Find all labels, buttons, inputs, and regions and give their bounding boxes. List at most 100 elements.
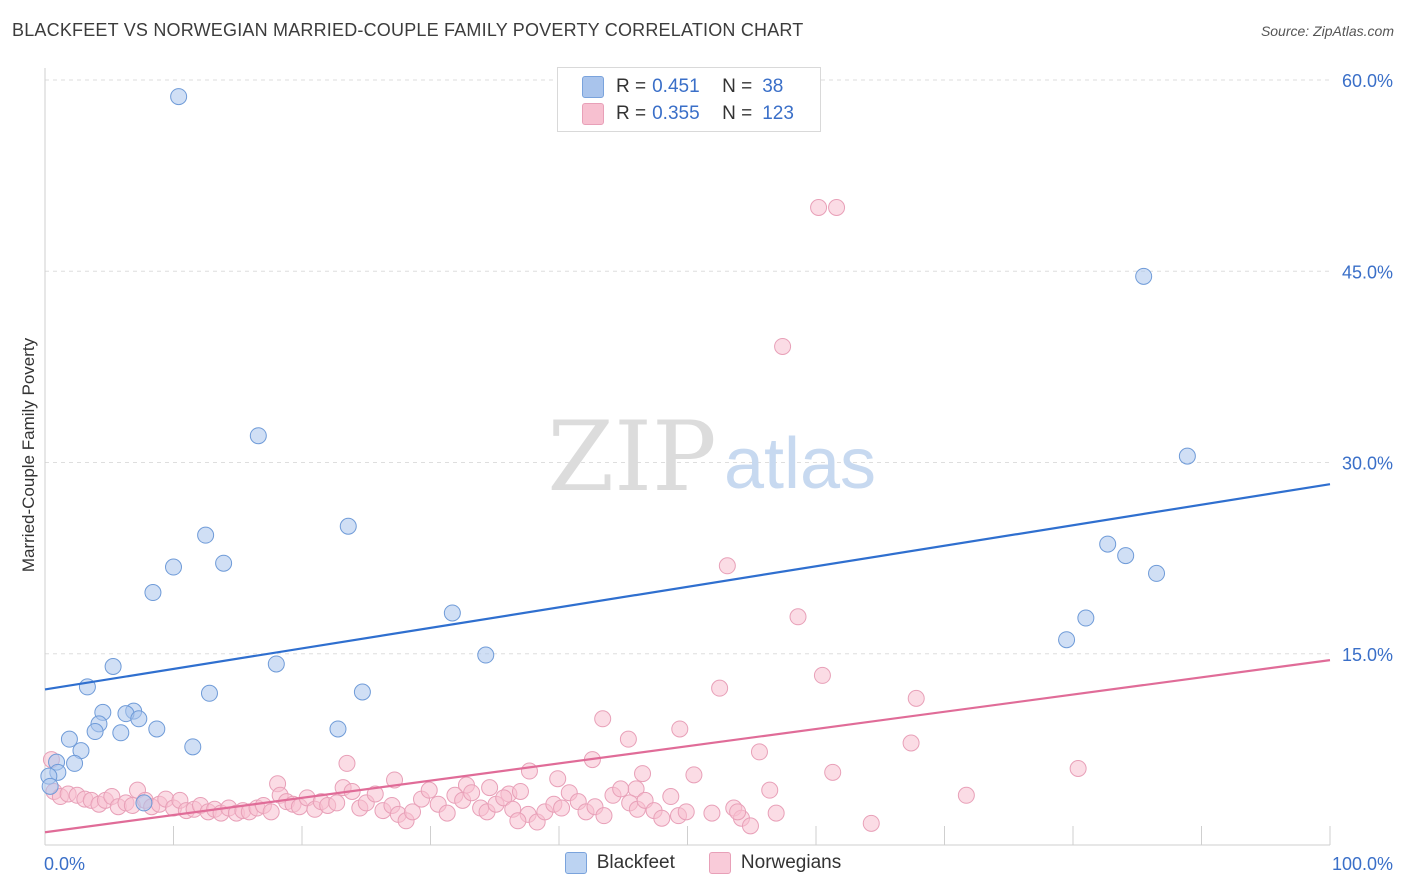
- point-blackfeet: [1099, 535, 1117, 553]
- point-blackfeet: [249, 427, 267, 445]
- legend-swatch-norwegians: [708, 852, 731, 874]
- point-norwegians: [549, 770, 567, 788]
- legend-r-value: 0.355: [652, 103, 700, 124]
- series-legend: Blackfeet Norwegians: [0, 852, 1406, 874]
- grid-lines: [45, 79, 1330, 655]
- point-norwegians: [553, 799, 571, 817]
- point-blackfeet: [339, 517, 357, 535]
- y-axis-label: Married-Couple Family Poverty: [19, 337, 38, 572]
- point-blackfeet: [200, 684, 218, 702]
- point-norwegians: [662, 788, 680, 806]
- legend-n-value: 123: [762, 103, 794, 124]
- point-blackfeet: [1058, 631, 1076, 649]
- legend-swatch-blackfeet: [564, 852, 587, 874]
- trend-line-norwegians: [44, 659, 1331, 834]
- point-norwegians: [438, 804, 456, 822]
- legend-row-blackfeet: R = 0.451 N = 38: [582, 75, 783, 99]
- legend-r-label: R =: [616, 103, 647, 124]
- point-norwegians: [761, 781, 779, 799]
- point-blackfeet: [112, 724, 130, 742]
- point-blackfeet: [130, 710, 148, 728]
- stats-legend: R = 0.451 N = 38 R = 0.355 N = 123: [557, 67, 821, 132]
- point-blackfeet: [215, 554, 233, 572]
- point-blackfeet: [197, 526, 215, 544]
- point-norwegians: [420, 781, 438, 799]
- point-norwegians: [767, 804, 785, 822]
- point-norwegians: [685, 766, 703, 784]
- point-norwegians: [619, 730, 637, 748]
- point-norwegians: [594, 710, 612, 728]
- point-blackfeet: [1135, 267, 1153, 285]
- point-blackfeet: [144, 584, 162, 602]
- trend-line-blackfeet: [44, 483, 1331, 691]
- point-norwegians: [907, 689, 925, 707]
- point-norwegians: [703, 804, 721, 822]
- legend-swatch-norwegians: [582, 103, 604, 125]
- y-tick-label: 45.0%: [1342, 262, 1393, 282]
- point-norwegians: [711, 679, 729, 697]
- point-norwegians: [262, 803, 280, 821]
- point-blackfeet: [1178, 447, 1196, 465]
- legend-item-norwegians[interactable]: Norwegians: [708, 852, 842, 874]
- y-tick-label: 60.0%: [1342, 71, 1393, 91]
- point-norwegians: [741, 817, 759, 835]
- point-blackfeet: [104, 658, 122, 675]
- point-blackfeet: [329, 720, 347, 738]
- source-label: Source: ZipAtlas.com: [1260, 23, 1394, 39]
- point-blackfeet: [41, 777, 59, 795]
- legend-swatch-blackfeet: [582, 76, 604, 98]
- point-norwegians: [774, 337, 792, 355]
- legend-row-norwegians: R = 0.355 N = 123: [582, 102, 794, 126]
- point-norwegians: [862, 814, 880, 832]
- point-norwegians: [813, 666, 831, 684]
- point-blackfeet: [66, 754, 84, 772]
- point-norwegians: [653, 809, 671, 827]
- point-norwegians: [463, 784, 481, 802]
- point-blackfeet: [353, 683, 371, 701]
- point-norwegians: [511, 782, 529, 800]
- watermark-atlas: atlas: [724, 424, 876, 504]
- point-norwegians: [520, 762, 538, 780]
- watermark: ZIP atlas: [547, 401, 876, 513]
- point-norwegians: [677, 803, 695, 821]
- y-tick-label: 30.0%: [1342, 454, 1393, 474]
- legend-item-blackfeet[interactable]: Blackfeet: [564, 852, 675, 874]
- point-blackfeet: [1148, 564, 1166, 582]
- point-norwegians: [481, 779, 499, 797]
- axes: 15.0% 30.0% 45.0% 60.0% 0.0% 100.0%: [44, 68, 1393, 874]
- point-norwegians: [338, 754, 356, 772]
- point-blackfeet: [1077, 609, 1095, 627]
- point-norwegians: [495, 789, 513, 807]
- point-norwegians: [789, 608, 807, 626]
- point-norwegians: [902, 734, 920, 752]
- point-blackfeet: [184, 738, 202, 756]
- point-norwegians: [729, 803, 747, 821]
- point-norwegians: [1069, 760, 1087, 777]
- point-blackfeet: [1117, 547, 1135, 565]
- legend-label-norwegians: Norwegians: [740, 852, 842, 873]
- point-blackfeet: [477, 646, 495, 664]
- point-blackfeet: [148, 720, 166, 738]
- x-tick-label: 0.0%: [44, 854, 85, 874]
- point-blackfeet: [443, 604, 461, 622]
- point-norwegians: [328, 794, 346, 812]
- point-norwegians: [824, 763, 842, 781]
- point-norwegians: [509, 812, 527, 830]
- x-tick-label: 100.0%: [1332, 854, 1393, 874]
- trend-lines: [44, 483, 1331, 834]
- point-norwegians: [828, 199, 846, 216]
- watermark-zip: ZIP: [547, 401, 716, 513]
- point-blackfeet: [86, 723, 104, 741]
- point-norwegians: [957, 786, 975, 804]
- point-blackfeet: [60, 730, 78, 748]
- point-norwegians: [595, 807, 613, 825]
- legend-r-label: R =: [616, 76, 647, 97]
- point-norwegians: [750, 743, 768, 761]
- y-tick-label: 15.0%: [1342, 645, 1393, 665]
- point-norwegians: [634, 765, 652, 783]
- point-norwegians: [404, 803, 422, 821]
- point-blackfeet: [267, 655, 285, 673]
- legend-r-value: 0.451: [652, 76, 700, 97]
- legend-n-label: N =: [722, 103, 753, 124]
